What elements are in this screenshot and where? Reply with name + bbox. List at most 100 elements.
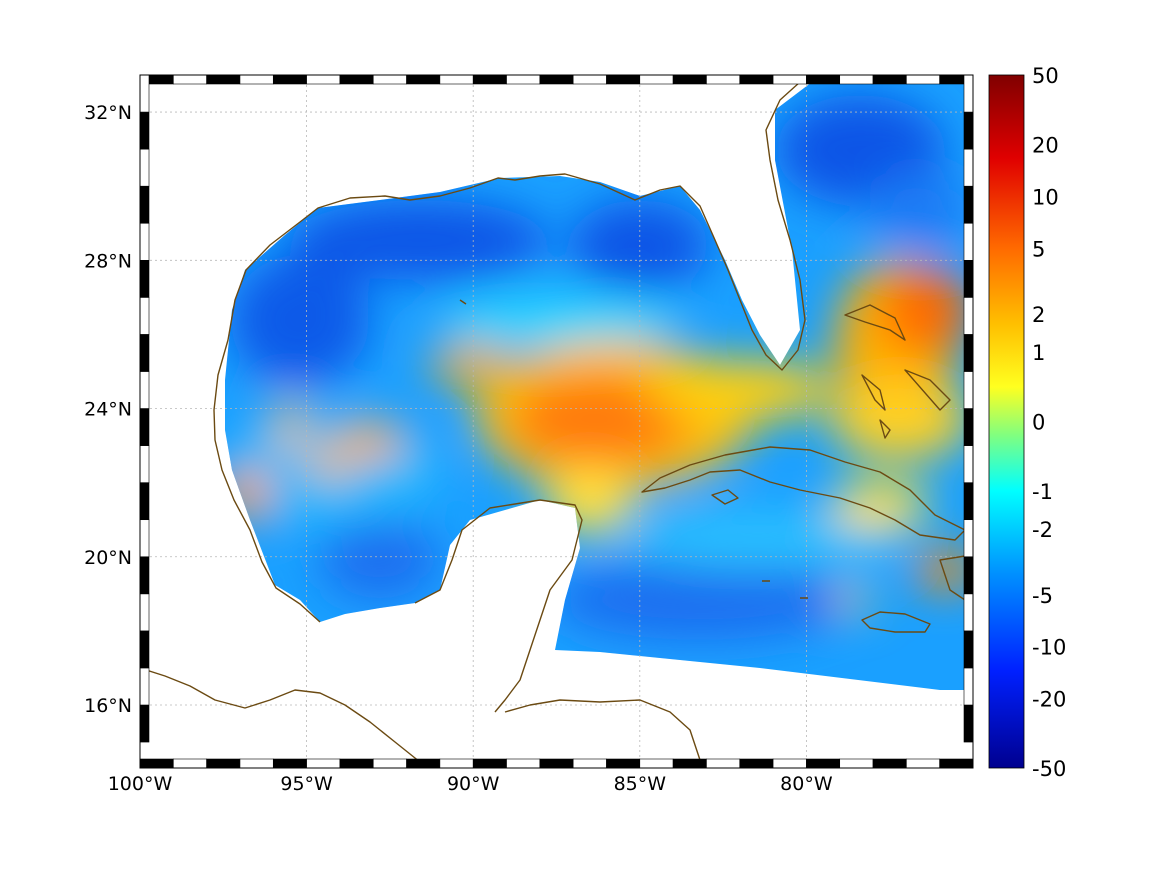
lon-tick-label: 85°W	[614, 773, 667, 795]
frame-right-segment	[963, 222, 974, 261]
frame-top-segment	[672, 74, 707, 85]
frame-bottom-segment	[239, 758, 274, 769]
frame-top-segment	[506, 74, 541, 85]
frame-left-segment	[139, 704, 150, 743]
colorbar-gradient	[989, 75, 1024, 768]
frame-bottom-segment	[506, 758, 541, 769]
frame-top-segment	[406, 74, 441, 85]
frame-right-segment	[963, 630, 974, 669]
frame-left-segment	[139, 371, 150, 409]
frame-top-segment	[539, 74, 574, 85]
frame-bottom-segment	[572, 758, 607, 769]
coastline-gulf	[213, 75, 816, 623]
frame-top-segment	[872, 74, 907, 85]
lon-tick-label: 90°W	[447, 773, 500, 795]
frame-bottom-segment	[173, 758, 207, 769]
frame-left-segment	[139, 297, 150, 335]
frame-bottom-segment	[439, 758, 474, 769]
frame-right-segment	[963, 297, 974, 335]
frame-right-segment	[963, 185, 974, 224]
coastline-central-america	[140, 667, 431, 768]
colorbar-tick-label: 20	[1032, 133, 1059, 157]
frame-top-segment	[272, 74, 307, 85]
frame-right-segment	[963, 148, 974, 187]
colorbar-tick-label: -10	[1032, 636, 1066, 660]
frame-left-segment	[139, 519, 150, 558]
frame-right-segment	[963, 445, 974, 483]
frame-bottom-segment	[406, 758, 441, 769]
coastline-isle-of-youth	[711, 489, 739, 505]
frame-bottom-segment	[806, 758, 841, 769]
frame-bottom-segment	[639, 758, 674, 769]
coastline-cuba	[641, 446, 966, 541]
colorbar-tick-label: 10	[1032, 185, 1059, 209]
longitude-labels: 100°W 95°W 90°W 85°W 80°W	[108, 773, 833, 795]
frame-left-segment	[139, 74, 150, 113]
coastlines	[140, 75, 966, 768]
frame-right-segment	[963, 74, 974, 113]
frame-right-segment	[963, 519, 974, 558]
colorbar-tick-label: 1	[1032, 341, 1045, 365]
lat-tick-label: 24°N	[84, 399, 132, 421]
colorbar-tick-label: 0	[1032, 411, 1045, 435]
frame-top-segment	[439, 74, 474, 85]
colorbar-tick-label: -5	[1032, 584, 1053, 608]
frame-bottom-segment	[739, 758, 774, 769]
frame-top-segment	[306, 74, 341, 85]
frame-right-segment	[963, 334, 974, 372]
colorbar-tick-label: -50	[1032, 757, 1066, 781]
frame-left-segment	[139, 630, 150, 669]
colorbar-tick-label: -2	[1032, 518, 1053, 542]
frame-top-segment	[339, 74, 374, 85]
frame-top-segment	[806, 74, 841, 85]
frame-top-segment	[772, 74, 807, 85]
frame-outline	[139, 74, 974, 769]
frame-left-segment	[139, 445, 150, 483]
latitude-labels: 32°N 28°N 24°N 20°N 16°N	[84, 102, 132, 717]
frame-right-segment	[963, 259, 974, 298]
frame-bottom-segment	[839, 758, 874, 769]
frame-bottom-segment	[472, 758, 507, 769]
frame-top-segment	[572, 74, 607, 85]
frame-bottom-segment	[339, 758, 374, 769]
frame-top-segment	[173, 74, 207, 85]
frame-right-segment	[963, 667, 974, 706]
frame-left-segment	[139, 667, 150, 706]
lat-tick-label: 32°N	[84, 102, 132, 124]
frame-bottom-segment	[672, 758, 707, 769]
frame-top-segment	[706, 74, 741, 85]
frame-top-segment	[739, 74, 774, 85]
frame-bottom-segment	[206, 758, 241, 769]
lon-tick-label: 80°W	[780, 773, 833, 795]
frame-left-segment	[139, 111, 150, 150]
frame-left-segment	[139, 259, 150, 298]
frame-right-segment	[963, 482, 974, 521]
colorbar-tick-label: -20	[1032, 688, 1066, 712]
frame-top-segment	[906, 74, 940, 85]
frame-left-segment	[139, 408, 150, 446]
coastline-jamaica	[861, 611, 931, 633]
lat-tick-label: 16°N	[84, 695, 132, 717]
frame-left-segment	[139, 148, 150, 187]
frame-right-segment	[963, 408, 974, 446]
lat-tick-label: 20°N	[84, 547, 132, 569]
frame-bottom-segment	[906, 758, 940, 769]
frame-top-segment	[372, 74, 407, 85]
frame-bottom-segment	[706, 758, 741, 769]
frame-top-segment	[472, 74, 507, 85]
frame-bottom-segment	[539, 758, 574, 769]
lon-tick-label: 100°W	[108, 773, 173, 795]
frame-right-segment	[963, 111, 974, 150]
frame-left-segment	[139, 334, 150, 372]
frame-left-segment	[139, 222, 150, 261]
frame-bottom-segment	[139, 758, 174, 769]
colorbar-tick-label: -1	[1032, 480, 1053, 504]
coastline-cayman	[459, 299, 808, 599]
frame-right-segment	[963, 704, 974, 743]
frame-left-segment	[139, 556, 150, 595]
frame-bottom-segment	[606, 758, 641, 769]
coastline-yucatan	[414, 499, 583, 713]
